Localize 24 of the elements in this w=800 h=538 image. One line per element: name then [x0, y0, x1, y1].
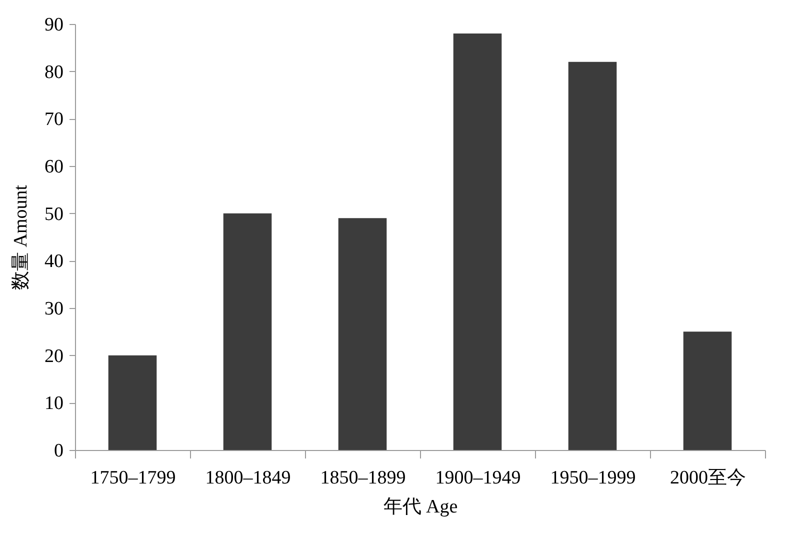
x-tick-label: 1850–1899 — [320, 468, 406, 488]
bar — [223, 213, 272, 450]
y-tick-label: 10 — [44, 393, 64, 414]
y-tick-label: 70 — [44, 109, 64, 130]
x-tick-label: 2000至今 — [670, 468, 746, 488]
y-tick-label: 30 — [44, 298, 64, 320]
bar — [568, 62, 617, 450]
y-tick-label: 60 — [44, 156, 64, 178]
y-tick-label: 0 — [54, 440, 64, 462]
y-tick-label: 80 — [44, 62, 64, 83]
x-tick-label: 1750–1799 — [90, 468, 176, 488]
x-tick-label: 1950–1999 — [550, 468, 636, 488]
y-tick-label: 90 — [44, 14, 64, 36]
y-tick-label: 20 — [44, 346, 64, 367]
y-tick-label: 40 — [44, 251, 64, 272]
y-tick-label: 50 — [44, 204, 64, 225]
bar — [108, 355, 157, 450]
x-tick-label: 1800–1849 — [205, 468, 291, 488]
bar — [683, 332, 732, 450]
y-axis-title: 数量 Amount — [10, 184, 32, 290]
bar — [453, 33, 502, 450]
bar — [338, 218, 387, 450]
x-axis-title: 年代 Age — [383, 496, 458, 518]
x-tick-label: 1900–1949 — [435, 468, 521, 488]
